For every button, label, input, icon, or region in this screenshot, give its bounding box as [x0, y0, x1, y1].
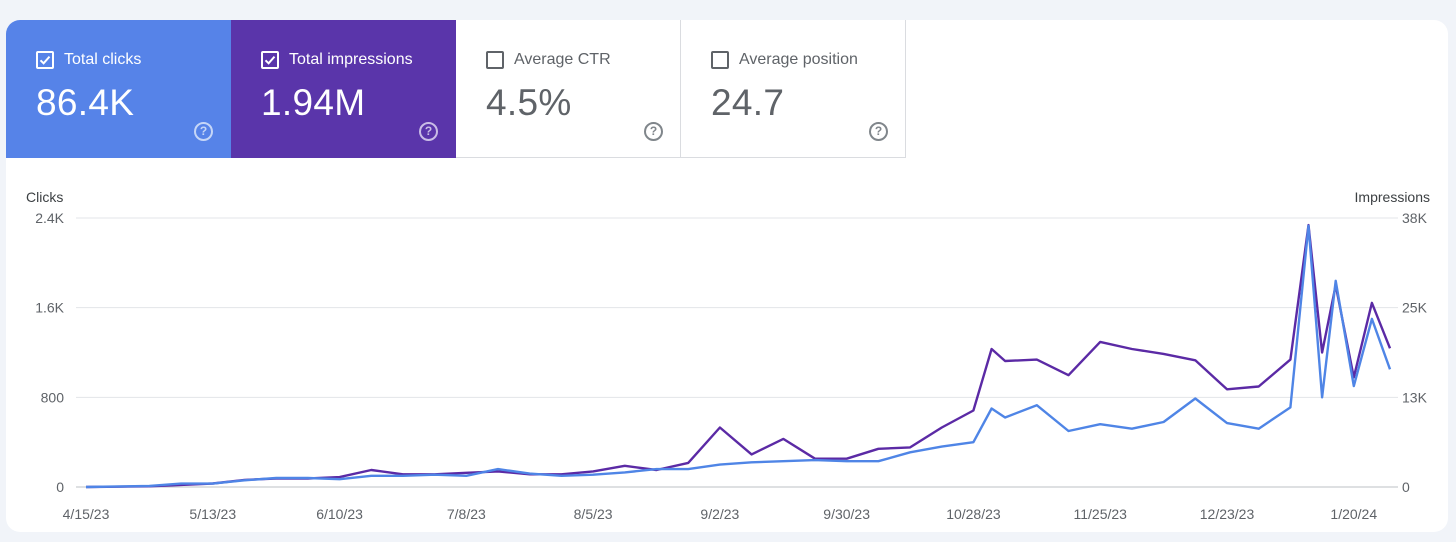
x-tick-label: 4/15/23: [63, 506, 110, 522]
position-card-label-row: Average position: [711, 51, 858, 69]
clicks-checkbox[interactable]: [36, 51, 54, 69]
impressions-card-label-row: Total impressions: [261, 51, 413, 69]
x-tick-label: 1/20/24: [1330, 506, 1377, 522]
clicks-card-label-row: Total clicks: [36, 51, 141, 69]
chart-svg: Clicks Impressions 0 0 800 13K 1.6K 25K 2.4K 38…: [26, 189, 1430, 522]
impressions-value: 1.94M: [261, 82, 366, 123]
x-tick-label: 11/25/23: [1073, 506, 1127, 522]
left-tick-label: 1.6K: [35, 300, 64, 316]
impressions-label: Total impressions: [289, 51, 413, 68]
chart-grid: [76, 217, 1398, 488]
position-card[interactable]: Average position 24.7 ?: [681, 20, 906, 158]
series-line-impressions: [85, 223, 1392, 489]
x-tick-label: 7/8/23: [447, 506, 486, 522]
right-tick-label: 13K: [1402, 389, 1428, 405]
checkmark-icon: [39, 55, 51, 65]
ctr-card[interactable]: Average CTR 4.5% ?: [456, 20, 681, 158]
position-value: 24.7: [711, 82, 785, 123]
x-tick-label: 12/23/23: [1200, 506, 1255, 522]
help-icon[interactable]: ?: [869, 122, 888, 141]
performance-panel: Total clicks 86.4K ? Total impressions 1…: [6, 20, 1448, 532]
left-tick-label: 0: [56, 479, 64, 495]
clicks-label: Total clicks: [64, 51, 142, 68]
metric-cards: Total clicks 86.4K ? Total impressions 1…: [6, 20, 906, 158]
help-icon[interactable]: ?: [194, 122, 213, 141]
chart-ticks: 0 0 800 13K 1.6K 25K 2.4K 38K 4/15/23 5/13/23 6/10…: [35, 210, 1427, 522]
performance-chart: Clicks Impressions 0 0 800 13K 1.6K 25K 2.4K 38…: [6, 180, 1448, 530]
ctr-label: Average CTR: [514, 51, 611, 68]
x-tick-label: 9/2/23: [700, 506, 739, 522]
clicks-card[interactable]: Total clicks 86.4K ?: [6, 20, 231, 158]
ctr-value: 4.5%: [486, 82, 572, 123]
position-checkbox[interactable]: [711, 51, 729, 69]
right-tick-label: 38K: [1402, 210, 1428, 226]
position-label: Average position: [739, 51, 858, 68]
checkmark-icon: [264, 55, 276, 65]
x-tick-label: 5/13/23: [189, 506, 236, 522]
x-tick-label: 9/30/23: [823, 506, 870, 522]
x-tick-label: 8/5/23: [574, 506, 613, 522]
impressions-card[interactable]: Total impressions 1.94M ?: [231, 20, 456, 158]
right-tick-label: 0: [1402, 479, 1410, 495]
ctr-checkbox[interactable]: [486, 51, 504, 69]
series-line-clicks: [85, 224, 1392, 489]
help-icon[interactable]: ?: [419, 122, 438, 141]
ctr-card-label-row: Average CTR: [486, 51, 611, 69]
right-tick-label: 25K: [1402, 300, 1428, 316]
clicks-value: 86.4K: [36, 82, 135, 123]
left-axis-title: Clicks: [26, 189, 63, 205]
x-tick-label: 10/28/23: [946, 506, 1001, 522]
chart-lines: [85, 223, 1392, 489]
left-tick-label: 800: [41, 389, 65, 405]
right-axis-title: Impressions: [1355, 189, 1430, 205]
left-tick-label: 2.4K: [35, 210, 64, 226]
x-tick-label: 6/10/23: [316, 506, 363, 522]
impressions-checkbox[interactable]: [261, 51, 279, 69]
help-icon[interactable]: ?: [644, 122, 663, 141]
